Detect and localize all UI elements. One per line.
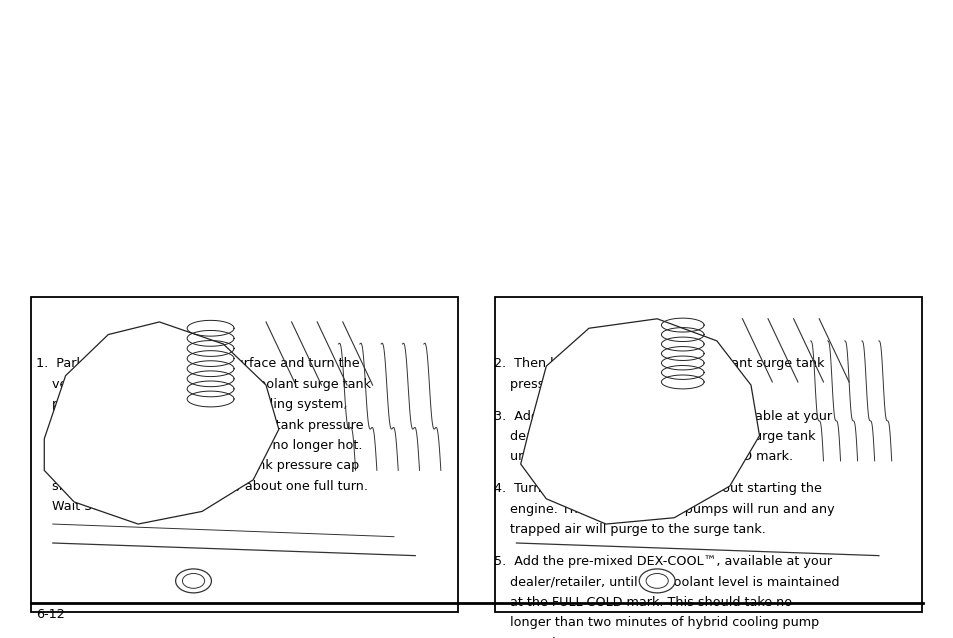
Text: cap and DMCM cooling hoses, are no longer hot.: cap and DMCM cooling hoses, are no longe… <box>36 439 362 452</box>
Polygon shape <box>44 322 278 524</box>
Text: 1.  Park the vehicle on a level surface and turn the: 1. Park the vehicle on a level surface a… <box>36 357 359 370</box>
Bar <box>495 297 921 612</box>
Text: Turn the DMCM coolant surge tank pressure cap: Turn the DMCM coolant surge tank pressur… <box>36 459 359 472</box>
Text: longer than two minutes of hybrid cooling pump: longer than two minutes of hybrid coolin… <box>494 616 819 629</box>
Text: engine. The hybrid cooling pumps will run and any: engine. The hybrid cooling pumps will ru… <box>494 503 834 516</box>
Text: including the DMCM coolant surge tank pressure: including the DMCM coolant surge tank pr… <box>36 419 363 431</box>
Circle shape <box>182 574 204 588</box>
Text: Wait 30 seconds.: Wait 30 seconds. <box>36 500 161 513</box>
Text: 4.  Turn the ignition to ON/RUN without starting the: 4. Turn the ignition to ON/RUN without s… <box>494 482 821 495</box>
Text: 6-12: 6-12 <box>36 608 65 621</box>
Text: 5.  Add the pre-mixed DEX-COOL™, available at your: 5. Add the pre-mixed DEX-COOL™, availabl… <box>494 555 831 568</box>
Circle shape <box>645 574 667 588</box>
Text: 3.  Add the pre-mixed DEX-COOL™, available at your: 3. Add the pre-mixed DEX-COOL™, availabl… <box>494 410 831 422</box>
Circle shape <box>175 569 212 593</box>
Text: operation.: operation. <box>494 637 576 638</box>
Text: dealer/retailer, to the DMCM coolant surge tank: dealer/retailer, to the DMCM coolant sur… <box>494 430 815 443</box>
Text: vehicle off. Remove the DMCM coolant surge tank: vehicle off. Remove the DMCM coolant sur… <box>36 378 371 390</box>
Text: dealer/retailer, until the coolant level is maintained: dealer/retailer, until the coolant level… <box>494 575 839 588</box>
Polygon shape <box>520 319 759 524</box>
Text: trapped air will purge to the surge tank.: trapped air will purge to the surge tank… <box>494 523 765 536</box>
Text: at the FULL COLD mark. This should take no: at the FULL COLD mark. This should take … <box>494 596 791 609</box>
Text: until the level reaches the FULL COLD mark.: until the level reaches the FULL COLD ma… <box>494 450 793 463</box>
Text: pressure cap slowly, and remove it.: pressure cap slowly, and remove it. <box>494 378 738 390</box>
Bar <box>31 297 457 612</box>
Circle shape <box>639 569 675 593</box>
Text: slowly counterclockwise (left) about one full turn.: slowly counterclockwise (left) about one… <box>36 480 368 493</box>
Text: 2.  Then keep turning the DMCM coolant surge tank: 2. Then keep turning the DMCM coolant su… <box>494 357 823 370</box>
Text: pressure cap when the DMCM cooling system,: pressure cap when the DMCM cooling syste… <box>36 398 348 411</box>
